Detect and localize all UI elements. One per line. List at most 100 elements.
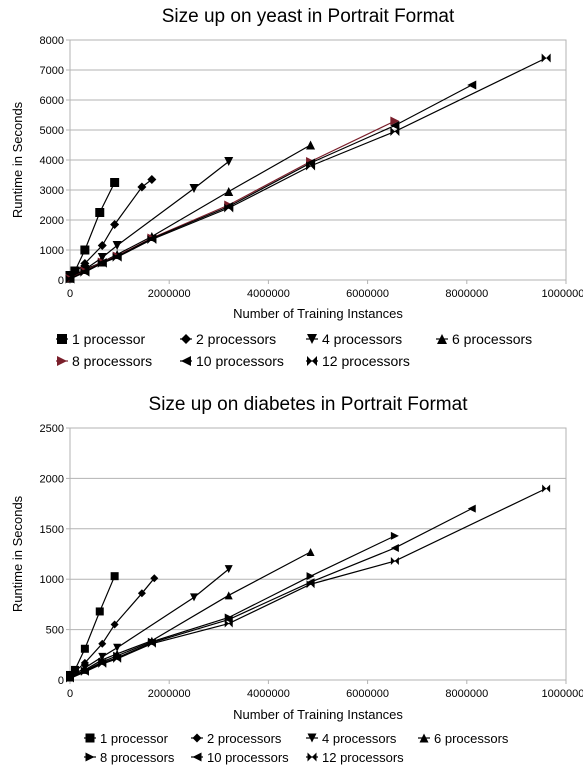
marker-part xyxy=(390,127,395,136)
data-point xyxy=(306,572,315,581)
data-point xyxy=(70,266,80,276)
marker-part xyxy=(70,674,74,683)
data-point xyxy=(112,252,122,262)
legend-item: 4 processors xyxy=(306,331,402,347)
legend-item: 10 processors xyxy=(180,353,284,369)
marker-part xyxy=(113,654,118,663)
data-point xyxy=(390,127,400,136)
data-point xyxy=(113,654,122,663)
x-tick-label: 10000000 xyxy=(542,688,583,700)
y-tick-label: 0 xyxy=(58,275,64,287)
x-tick-label: 2000000 xyxy=(148,288,191,300)
plot-area xyxy=(69,427,567,681)
legend-marker xyxy=(57,334,67,344)
legend-marker xyxy=(307,733,317,743)
data-point xyxy=(97,258,107,268)
data-point xyxy=(541,53,551,63)
y-tick-label: 2000 xyxy=(40,215,64,227)
y-tick-label: 7000 xyxy=(40,65,64,77)
x-axis-label: Number of Training Instances xyxy=(233,306,403,321)
x-tick-label: 4000000 xyxy=(247,288,290,300)
chart-title: Size up on diabetes in Portrait Format xyxy=(149,394,469,415)
marker-part xyxy=(112,252,118,262)
legend-item: 10 processors xyxy=(191,750,289,765)
marker-part xyxy=(84,667,89,676)
y-tick-label: 2000 xyxy=(40,473,64,485)
data-point xyxy=(224,619,233,628)
data-point xyxy=(113,643,122,652)
x-tick-label: 8000000 xyxy=(445,688,488,700)
marker-part xyxy=(312,356,317,366)
x-axis-label: Number of Training Instances xyxy=(233,707,403,722)
series-2-processors xyxy=(66,574,159,680)
data-point xyxy=(97,241,107,250)
marker-part xyxy=(541,53,547,63)
data-point xyxy=(390,121,400,130)
y-tick-label: 2500 xyxy=(40,423,64,435)
data-point xyxy=(147,639,156,648)
marker-part xyxy=(228,203,234,213)
marker-part xyxy=(66,674,70,683)
data-point xyxy=(147,175,157,184)
marker-part xyxy=(102,258,107,268)
data-point xyxy=(95,208,105,217)
marker-part xyxy=(546,53,551,63)
marker-part xyxy=(117,654,122,663)
y-axis-label: Runtime in Seconds xyxy=(10,101,25,218)
data-point xyxy=(224,203,234,213)
data-point xyxy=(66,674,74,683)
data-point xyxy=(390,543,399,552)
legend-item: 12 processors xyxy=(306,750,404,765)
legend-label: 1 processor xyxy=(100,731,169,746)
y-tick-label: 5000 xyxy=(40,125,64,137)
data-point xyxy=(224,591,233,600)
marker-part xyxy=(80,267,85,277)
data-point xyxy=(95,607,104,616)
legend-item: 1 processor xyxy=(84,731,169,746)
data-point xyxy=(467,80,477,90)
marker-part xyxy=(117,252,122,262)
marker-part xyxy=(228,619,233,628)
marker-part xyxy=(147,639,152,648)
legend-marker xyxy=(437,334,447,344)
y-tick-label: 1000 xyxy=(40,245,64,257)
data-point xyxy=(98,659,107,668)
series-line xyxy=(69,144,311,279)
legend-item: 6 processors xyxy=(418,731,509,746)
data-point xyxy=(224,565,233,574)
data-point xyxy=(147,235,157,244)
series-10-processors xyxy=(66,504,476,683)
data-point xyxy=(150,574,159,583)
marker-part xyxy=(65,274,70,284)
data-point xyxy=(224,157,234,166)
data-point xyxy=(80,245,90,255)
series-line xyxy=(69,551,311,679)
data-point xyxy=(137,589,146,598)
legend-label: 1 processor xyxy=(72,331,145,347)
legend-marker xyxy=(192,752,202,762)
legend-label: 12 processors xyxy=(322,750,404,765)
legend-item: 8 processors xyxy=(56,353,152,369)
legend-item: 6 processors xyxy=(436,331,532,347)
data-point xyxy=(80,644,89,653)
data-point xyxy=(190,593,198,602)
marker-part xyxy=(310,580,315,589)
legend-marker xyxy=(57,356,67,366)
legend-label: 4 processors xyxy=(322,731,397,746)
marker-part xyxy=(84,267,90,277)
legend-item: 12 processors xyxy=(306,353,410,369)
legend-label: 10 processors xyxy=(207,750,289,765)
legend-label: 10 processors xyxy=(196,353,284,369)
marker-part xyxy=(147,235,152,244)
marker-part xyxy=(306,161,311,171)
data-point xyxy=(224,187,234,196)
legend-item: 4 processors xyxy=(306,731,397,746)
marker-part xyxy=(390,557,395,566)
marker-part xyxy=(224,203,229,213)
marker-part xyxy=(307,752,312,762)
marker-part xyxy=(542,484,547,493)
legend-label: 2 processors xyxy=(207,731,282,746)
series-line xyxy=(69,57,547,280)
legend-marker xyxy=(192,733,202,743)
